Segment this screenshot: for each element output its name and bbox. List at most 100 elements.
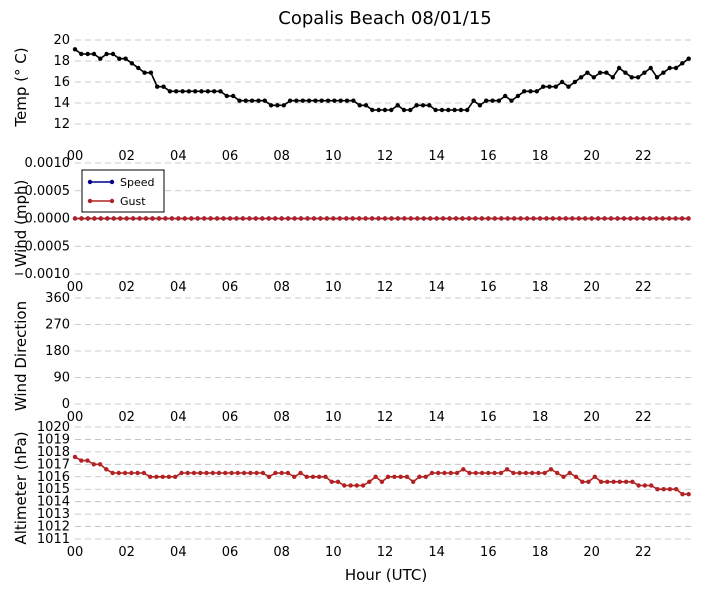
data-point [179,470,184,476]
data-point [428,216,433,221]
y-tick-label: 1016 [37,470,70,485]
data-point [661,70,666,75]
data-point [122,470,128,476]
data-point [680,61,685,66]
data-point [298,216,304,221]
data-point [247,216,252,221]
data-point [473,216,478,221]
data-point [218,89,223,94]
data-point [453,216,459,221]
data-point [486,470,491,476]
data-point [248,470,253,476]
data-point [91,51,97,57]
x-tick-label: 22 [635,280,652,295]
data-point [363,103,369,108]
x-tick-label: 06 [222,545,239,560]
data-point [313,98,318,103]
data-point [287,98,293,103]
data-point [563,216,568,221]
data-point [395,216,401,221]
data-point [561,474,566,479]
x-tick-label: 06 [222,280,239,295]
data-point [210,470,215,476]
data-point [229,470,234,476]
data-point [348,483,353,488]
data-point [243,98,248,103]
data-point [279,216,284,221]
data-point [304,474,309,479]
data-point [344,98,350,103]
data-point [592,474,597,479]
data-point [623,479,629,484]
x-tick-label: 18 [532,545,549,560]
data-point [680,492,685,497]
data-point [610,75,615,80]
data-point [655,487,660,492]
data-point [498,470,504,476]
data-point [511,470,516,476]
data-point [136,65,141,71]
data-point [598,479,604,484]
wind-direction-panel: 0 90 180 270 360 00 02 04 06 08 10 12 14 16 18 20 22 Wind… [12,291,695,425]
data-point [635,75,641,80]
data-point [199,89,204,94]
data-point [240,216,246,221]
y-tick-label: 1017 [37,457,70,472]
data-point [433,107,438,113]
y-axis-label: Temp (° C) [12,47,30,127]
data-point [174,89,179,94]
data-point [129,470,134,476]
data-point [417,474,422,479]
data-point [300,98,305,103]
data-point [85,216,91,221]
data-point [395,103,400,108]
y-tick-label: 16 [53,75,70,90]
data-point [363,216,368,221]
x-tick-label: 08 [273,280,290,295]
data-point [237,98,242,103]
data-point [305,216,310,221]
x-tick-label: 20 [583,149,600,164]
data-point [628,216,633,221]
data-point [223,470,228,476]
data-point [318,216,323,221]
data-point [654,216,659,221]
data-point [439,107,445,113]
data-point [466,216,472,221]
data-point [285,470,291,476]
data-point [524,216,530,221]
data-point [566,84,571,89]
data-point [155,84,160,89]
data-point [241,470,247,476]
data-point [216,470,222,476]
data-point [512,216,517,221]
data-point [163,216,168,221]
data-point [367,479,372,484]
chart-title: Copalis Beach 08/01/15 [278,8,491,29]
data-point [585,70,590,75]
x-tick-label: 04 [170,545,187,560]
data-point [98,216,104,221]
legend-marker [87,198,93,204]
data-point [227,216,233,221]
data-point [686,492,691,497]
data-point [421,216,426,221]
y-tick-label: 180 [45,344,70,359]
data-point [298,470,303,476]
y-tick-label: 18 [53,54,70,69]
data-point [325,98,331,103]
x-tick-label: 20 [583,545,600,560]
data-point [446,107,451,113]
data-point [542,470,547,476]
x-tick-label: 16 [480,149,497,164]
data-point [608,216,614,221]
data-point [504,467,510,472]
data-point [331,216,336,221]
x-tick-label: 22 [635,149,652,164]
data-point [376,216,381,221]
legend-label: Speed [120,176,154,189]
data-point [235,470,240,476]
data-point [492,216,497,221]
y-tick-label: 12 [53,117,70,132]
data-point [515,93,521,99]
